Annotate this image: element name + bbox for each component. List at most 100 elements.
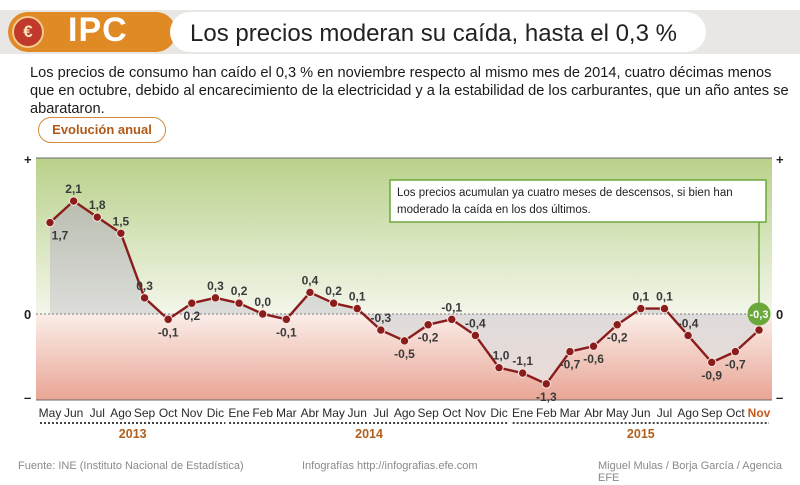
month-tick-label: May [39, 406, 62, 420]
data-point [163, 314, 173, 325]
month-tick-label: Jun [64, 406, 83, 420]
data-label: -0,9 [701, 368, 722, 382]
data-point [305, 287, 315, 298]
data-point [636, 303, 646, 314]
data-label: -0,2 [607, 331, 628, 345]
month-tick-label: Sep [701, 406, 723, 420]
axis-label-zero: 0 [24, 307, 31, 322]
data-point [234, 298, 244, 308]
data-label: -0,2 [418, 331, 439, 345]
month-tick-label: Mar [560, 406, 581, 420]
month-tick-label: Sep [134, 406, 156, 420]
axis-label-plus: + [24, 152, 32, 167]
month-tick-label: Jul [90, 406, 105, 420]
data-point [92, 212, 102, 222]
data-point [210, 293, 221, 303]
data-label: 0,1 [632, 290, 649, 304]
data-label: 1,7 [52, 229, 69, 243]
data-label: 0,0 [254, 295, 271, 309]
data-label: -1,3 [536, 390, 557, 404]
data-label: -0,3 [371, 311, 392, 325]
month-tick-label: Abr [301, 406, 320, 420]
data-label: -0,7 [560, 358, 581, 372]
month-tick-label: Oct [159, 406, 178, 420]
month-tick-label: Jul [373, 406, 388, 420]
month-tick-label: Nov [465, 406, 486, 420]
annotation-box [389, 179, 767, 223]
title-pill [170, 12, 706, 52]
data-label: -0,5 [394, 347, 415, 361]
axis-label-minus: – [24, 390, 31, 405]
data-label: -1,0 [489, 349, 510, 363]
data-label: 1,5 [113, 214, 130, 228]
euro-coin-icon: € [12, 16, 44, 48]
data-point [399, 336, 410, 346]
data-point [612, 320, 622, 330]
data-label: -0,7 [725, 358, 746, 372]
month-tick-label: Ene [228, 406, 250, 420]
month-tick-label: Nov [181, 406, 202, 420]
month-tick-label: Dic [490, 406, 507, 420]
annotation-text-line: moderado la caída en los dos últimos. [397, 204, 591, 216]
axis-label-plus: + [776, 152, 784, 167]
month-tick-label: Jun [348, 406, 367, 420]
data-point [730, 346, 741, 357]
data-point [565, 346, 575, 357]
data-point [139, 293, 150, 303]
data-point [754, 325, 764, 335]
month-tick-label: Jul [657, 406, 672, 420]
year-label: 2013 [119, 427, 147, 441]
logo-text: IPC [68, 11, 128, 49]
area-fill [50, 201, 759, 384]
month-tick-label: May [322, 406, 345, 420]
data-label: 0,3 [136, 279, 153, 293]
year-label: 2014 [355, 427, 383, 441]
data-label: 0,4 [302, 273, 319, 287]
data-label: 1,8 [89, 198, 106, 212]
month-tick-label: Sep [417, 406, 439, 420]
footer-source: Fuente: INE (Instituto Nacional de Estad… [18, 460, 244, 472]
month-tick-label: Dic [207, 406, 224, 420]
axis-label-zero: 0 [776, 307, 783, 322]
data-point [187, 298, 197, 308]
data-label: -0,1 [158, 325, 179, 339]
data-point [352, 303, 362, 314]
data-point [541, 379, 551, 389]
page-title: Los precios moderan su caída, hasta el 0… [190, 20, 677, 47]
data-point [423, 320, 433, 330]
month-tick-label: Abr [584, 406, 603, 420]
data-label: -0,6 [583, 352, 604, 366]
data-point [258, 309, 268, 319]
data-point [447, 314, 457, 325]
month-tick-label: Ene [512, 406, 534, 420]
month-tick-label: Oct [726, 406, 745, 420]
data-point [707, 357, 717, 368]
data-label: 0,2 [231, 284, 248, 298]
data-label: -0,4 [678, 316, 699, 330]
data-label: 2,1 [65, 182, 82, 196]
data-point [328, 298, 339, 308]
data-label: 0,1 [349, 290, 366, 304]
data-label: -1,1 [512, 354, 533, 368]
month-tick-label: Ago [394, 406, 416, 420]
data-label: -0,1 [276, 325, 297, 339]
data-label: 0,1 [656, 290, 673, 304]
month-tick-label: Ago [677, 406, 699, 420]
month-tick-label: Mar [276, 406, 297, 420]
data-point [588, 341, 599, 351]
data-point [494, 363, 504, 373]
data-point [470, 330, 481, 341]
data-label: 0,3 [207, 279, 224, 293]
month-tick-label: Jun [631, 406, 650, 420]
data-label: -0,4 [465, 316, 486, 330]
month-tick-label: Nov [748, 406, 771, 420]
annotation-text-line: Los precios acumulan ya cuatro meses de … [397, 187, 733, 199]
month-tick-label: Feb [536, 406, 557, 420]
data-point [281, 314, 292, 325]
axis-label-minus: – [776, 390, 783, 405]
highlight-badge-label: -0,3 [750, 309, 769, 321]
month-tick-label: May [606, 406, 629, 420]
highlight-badge [747, 302, 771, 326]
data-point [517, 368, 528, 378]
